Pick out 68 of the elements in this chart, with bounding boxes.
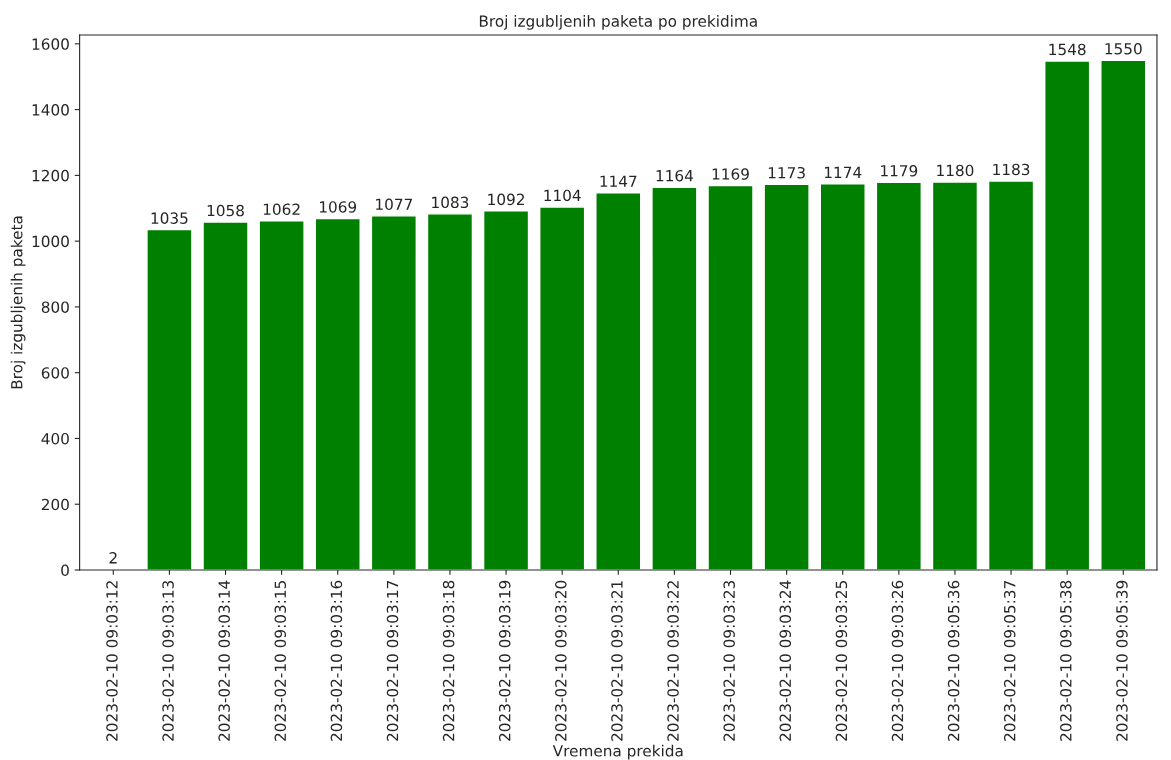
bar <box>146 228 193 570</box>
x-tick-label: 2023-02-10 09:03:16 <box>330 580 343 741</box>
x-tick-label: 2023-02-10 09:03:17 <box>386 581 399 741</box>
x-tick-label: 2023-02-10 09:03:12 <box>106 581 118 741</box>
y-axis-title: Broj izgubljenih paketa <box>10 216 26 389</box>
bar <box>819 183 866 570</box>
x-tick-label: 2023-02-10 09:03:20 <box>555 580 567 741</box>
data-label: 1179 <box>881 164 918 177</box>
bar <box>258 220 305 570</box>
bar <box>314 217 361 570</box>
bar <box>763 183 810 570</box>
x-tick-label: 2023-02-10 09:05:38 <box>1060 580 1072 741</box>
data-label: 1069 <box>319 201 357 213</box>
y-tick-label: 400 <box>41 432 69 445</box>
x-tick-label: 2023-02-10 09:03:13 <box>162 580 174 741</box>
x-tick-label: 2023-02-10 09:03:24 <box>779 580 792 741</box>
data-label: 1183 <box>993 163 1030 176</box>
x-tick-label: 2023-02-10 09:03:14 <box>218 580 230 741</box>
bar <box>482 210 530 570</box>
x-tick-label: 2023-02-10 09:05:37 <box>1003 581 1016 741</box>
data-label: 1169 <box>712 168 749 180</box>
y-tick-label: 1000 <box>32 235 69 248</box>
y-tick-label: 200 <box>41 498 69 511</box>
x-tick-label: 2023-02-10 09:03:26 <box>891 580 904 741</box>
bar <box>987 180 1035 570</box>
data-label: 1104 <box>544 189 581 202</box>
x-tick-label: 2023-02-10 09:03:15 <box>274 581 287 741</box>
data-label: 1083 <box>432 196 469 209</box>
y-tick-label: 600 <box>41 367 69 379</box>
bar <box>1044 60 1091 570</box>
data-label: 1077 <box>376 198 412 211</box>
x-tick-label: 2023-02-10 09:03:25 <box>835 581 848 741</box>
bar <box>202 221 249 570</box>
x-tick-label: 2023-02-10 09:03:22 <box>667 581 679 741</box>
data-label: 1035 <box>151 212 188 224</box>
bar <box>651 186 698 570</box>
bar <box>1100 59 1147 570</box>
data-label: 1180 <box>937 164 974 177</box>
bar <box>707 184 754 570</box>
x-axis-title: Vremena prekida <box>552 744 683 760</box>
y-tick-label: 800 <box>41 301 69 313</box>
data-label: 1548 <box>1049 43 1086 56</box>
x-tick-label: 2023-02-10 09:03:18 <box>442 580 455 741</box>
data-label: 1550 <box>1105 42 1142 55</box>
bar <box>370 215 417 570</box>
data-label: 1147 <box>600 175 637 187</box>
x-tick-label: 2023-02-10 09:05:39 <box>1116 580 1128 741</box>
data-label: 1173 <box>768 166 805 179</box>
bar <box>539 206 586 570</box>
chart-title: Broj izgubljenih paketa po prekidima <box>479 15 757 30</box>
x-tick-label: 2023-02-10 09:03:23 <box>723 580 735 741</box>
data-label: 1092 <box>488 193 524 206</box>
bar <box>875 181 922 570</box>
x-tick-label: 2023-02-10 09:03:19 <box>498 580 511 741</box>
bar <box>931 181 979 570</box>
y-tick-label: 0 <box>61 564 69 577</box>
data-label: 1164 <box>656 169 693 182</box>
data-label: 1062 <box>263 203 300 216</box>
y-tick-label: 1200 <box>32 169 69 182</box>
y-tick-label: 1400 <box>32 104 69 116</box>
data-label: 2 <box>109 552 117 564</box>
bar <box>595 192 642 570</box>
x-tick-label: 2023-02-10 09:03:21 <box>611 581 623 741</box>
x-tick-label: 2023-02-10 09:05:36 <box>947 580 960 741</box>
data-label: 1174 <box>824 166 862 178</box>
data-label: 1058 <box>207 204 244 217</box>
bar <box>426 213 474 570</box>
y-tick-label: 1600 <box>32 38 69 50</box>
